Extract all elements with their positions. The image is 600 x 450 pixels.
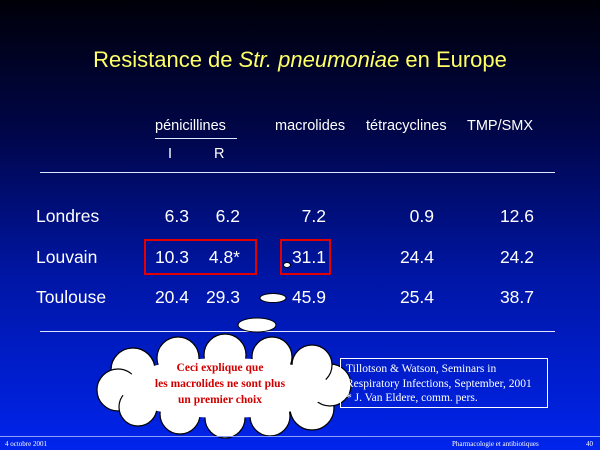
penicillines-highlight-box <box>144 239 257 275</box>
cell-toulouse-tmp-smx: 38.7 <box>499 287 534 307</box>
table-top-rule <box>40 172 555 173</box>
callout-line-1: Ceci explique que <box>176 362 264 374</box>
cell-londres-tmp-smx: 12.6 <box>499 206 534 226</box>
title-suffix: en Europe <box>399 47 507 72</box>
cell-louvain-tetracyclines: 24.4 <box>399 247 434 267</box>
header-penicillines: pénicillines <box>155 118 226 134</box>
cell-londres-macrolides: 7.2 <box>301 206 326 226</box>
penicillines-underline <box>155 138 237 139</box>
cell-londres-r: 6.2 <box>215 206 240 226</box>
macrolides-highlight-box <box>280 239 331 275</box>
reference-box: Tillotson & Watson, Seminars in Respirat… <box>340 358 548 408</box>
cell-toulouse-r: 29.3 <box>205 287 240 307</box>
cell-louvain-macrolides: 31.1 <box>291 247 326 267</box>
footer-page-number: 40 <box>586 440 593 448</box>
cell-louvain-tmp-smx: 24.2 <box>499 247 534 267</box>
cell-toulouse-i: 20.4 <box>154 287 189 307</box>
cell-toulouse-tetracyclines: 25.4 <box>399 287 434 307</box>
cell-louvain-r: 4.8* <box>208 247 240 267</box>
footer-date: 4 octobre 2001 <box>5 440 47 448</box>
footer-rule <box>0 436 600 437</box>
callout-line-2: les macrolides ne sont plus <box>154 378 286 390</box>
reference-line-3: * J. Van Eldere, comm. pers. <box>346 392 478 404</box>
slide-title: Resistance de Str. pneumoniae en Europe <box>0 47 600 73</box>
row-city-louvain: Louvain <box>36 247 98 267</box>
callout-text: Ceci explique que les macrolides ne sont… <box>110 360 330 408</box>
title-organism: Str. pneumoniae <box>238 47 400 72</box>
reference-line-2: Respiratory Infections, September, 2001 <box>346 377 532 390</box>
cell-toulouse-macrolides: 45.9 <box>291 287 326 307</box>
row-city-toulouse: Toulouse <box>36 287 107 307</box>
header-tetracyclines: tétracyclines <box>366 118 447 134</box>
reference-line-1: Tillotson & Watson, Seminars in <box>346 363 497 375</box>
header-tmp-smx: TMP/SMX <box>467 118 534 134</box>
footer-course: Pharmacologie et antibiotiques <box>452 440 539 448</box>
title-prefix: Resistance de <box>93 47 239 72</box>
header-sub-r: R <box>214 146 225 162</box>
cell-londres-tetracyclines: 0.9 <box>409 206 434 226</box>
callout-line-3: un premier choix <box>178 394 262 406</box>
table-bottom-rule <box>40 331 555 332</box>
header-macrolides: macrolides <box>275 118 346 134</box>
header-sub-i: I <box>168 146 173 162</box>
cell-londres-i: 6.3 <box>164 206 189 226</box>
cell-louvain-i: 10.3 <box>154 247 189 267</box>
row-city-londres: Londres <box>36 206 100 226</box>
